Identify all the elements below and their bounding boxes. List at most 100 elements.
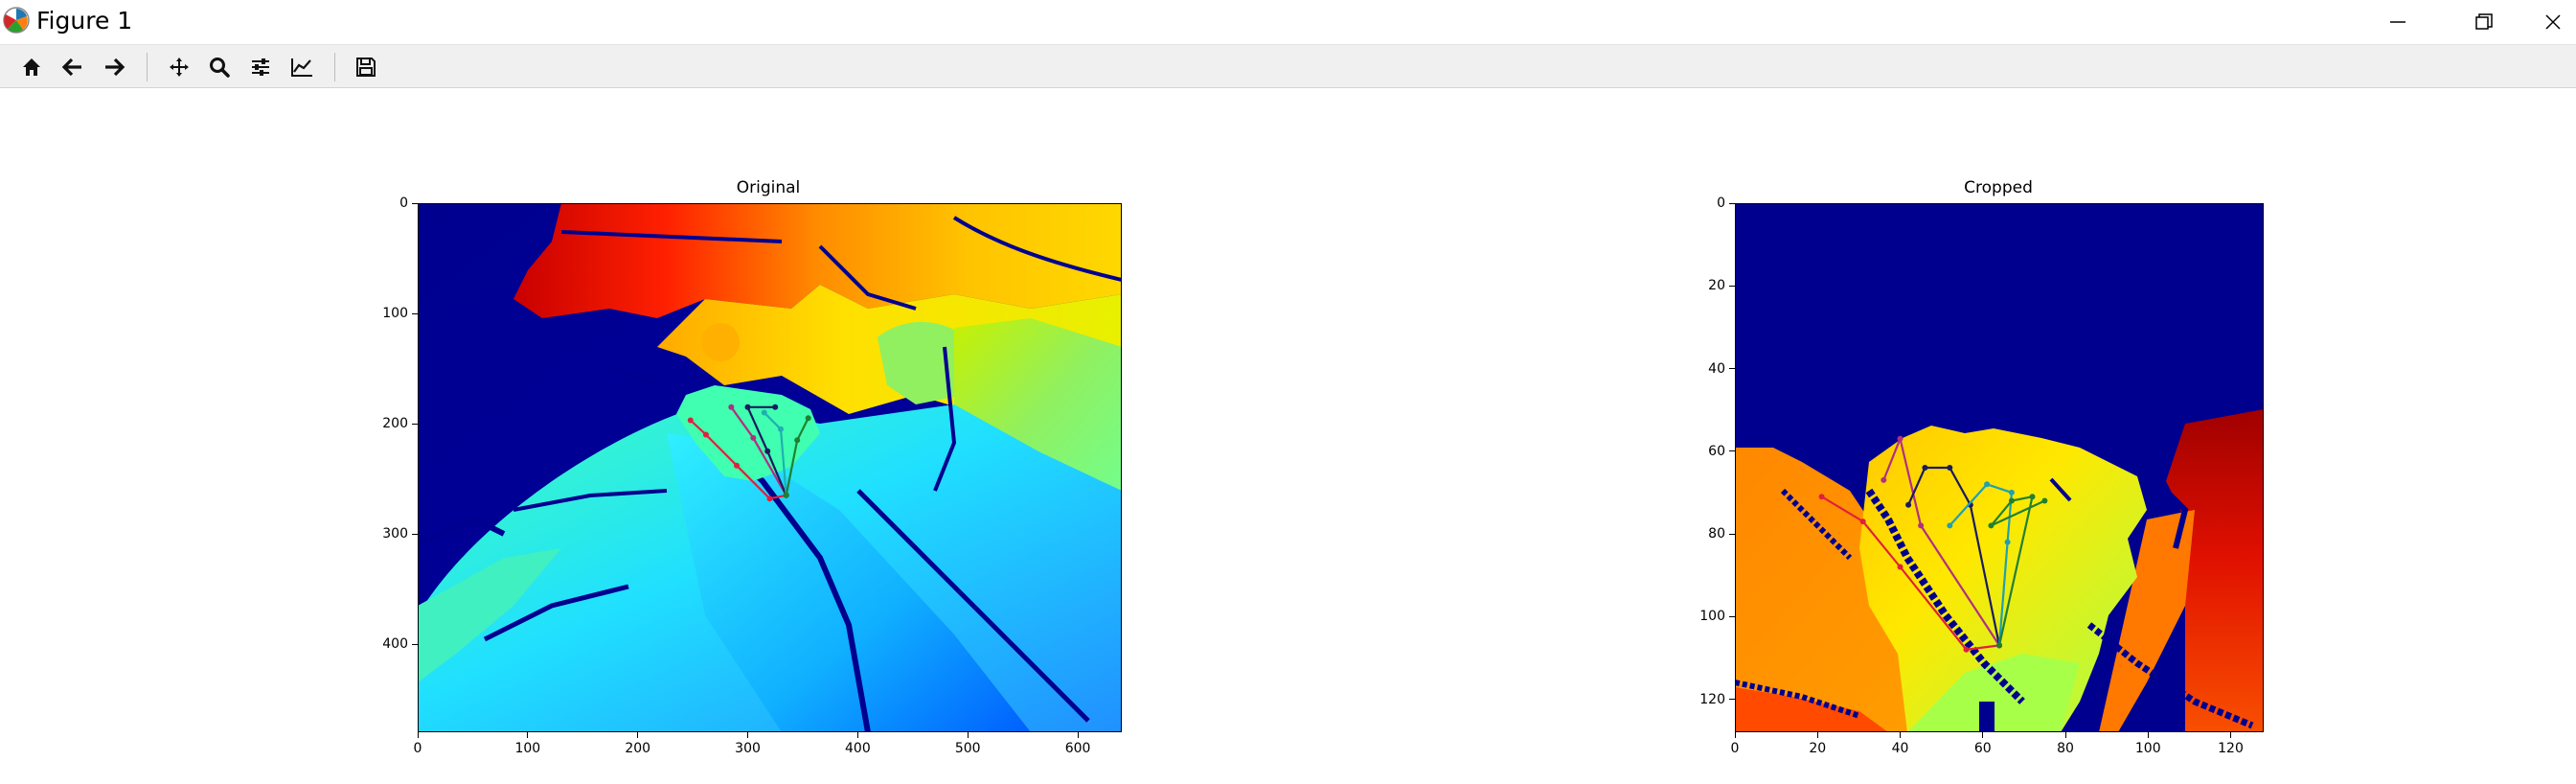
home-button[interactable]	[15, 51, 48, 83]
minimize-button[interactable]	[2357, 0, 2439, 44]
original-joint-point	[772, 404, 779, 410]
original-ytick-mark	[412, 423, 418, 425]
floppy-disk-icon	[356, 58, 376, 77]
cropped-ytick-label: 0	[1717, 196, 1725, 211]
magnifier-icon	[210, 58, 230, 78]
original-xtick-mark	[856, 732, 858, 738]
cropped-xtick-mark	[2147, 732, 2149, 738]
cropped-joint-point	[2029, 494, 2036, 500]
cropped-xtick-mark	[1982, 732, 1984, 738]
cropped-joint-point	[1859, 519, 1866, 525]
pan-button[interactable]	[163, 51, 195, 83]
cropped-ytick-mark	[1729, 450, 1735, 452]
cropped-joint-point	[1947, 465, 1953, 471]
original-joint-point	[744, 404, 751, 410]
cropped-xtick-label: 40	[1891, 741, 1909, 756]
axes-title-original: Original	[736, 178, 801, 197]
navigation-toolbar	[0, 44, 2576, 88]
original-joint-point	[766, 496, 773, 502]
cropped-joint-point	[1897, 564, 1904, 570]
cropped-ytick-mark	[1729, 699, 1735, 700]
cropped-depth-image[interactable]	[1735, 203, 2264, 732]
cropped-joint-point	[1918, 522, 1925, 529]
cropped-joint-point	[2041, 497, 2048, 504]
original-xtick-label: 200	[625, 741, 651, 756]
original-axes-frame	[418, 203, 1122, 732]
original-xtick-mark	[527, 732, 529, 738]
subplots-button[interactable]	[244, 51, 277, 83]
toolbar-separator	[147, 53, 148, 81]
original-xtick-label: 100	[514, 741, 541, 756]
cropped-joint-point	[1988, 522, 1995, 529]
original-xtick-mark	[417, 732, 419, 738]
cropped-xtick-label: 60	[1973, 741, 1992, 756]
customize-button[interactable]	[285, 51, 318, 83]
cropped-joint-point	[2004, 539, 2011, 545]
cropped-xtick-mark	[1816, 732, 1818, 738]
close-icon	[2544, 14, 2561, 30]
original-ytick-label: 300	[382, 526, 408, 542]
cropped-ytick-label: 20	[1708, 278, 1725, 294]
cropped-joint-point	[1947, 522, 1953, 529]
cropped-joint-point	[1963, 646, 1970, 653]
zoom-button[interactable]	[203, 51, 236, 83]
original-ytick-label: 400	[382, 636, 408, 652]
back-button[interactable]	[57, 51, 89, 83]
original-xtick-mark	[1077, 732, 1079, 738]
cropped-xtick-mark	[1734, 732, 1736, 738]
cropped-xtick-label: 80	[2057, 741, 2074, 756]
cropped-ytick-label: 80	[1708, 526, 1725, 542]
home-icon	[23, 58, 40, 76]
cropped-ytick-label: 100	[1699, 609, 1725, 625]
sliders-icon	[252, 58, 269, 76]
cropped-axes-frame	[1735, 203, 2264, 732]
move-icon	[170, 58, 189, 77]
cropped-joint-point	[1922, 465, 1928, 471]
original-xtick-label: 0	[413, 741, 422, 756]
close-button[interactable]	[2529, 0, 2576, 44]
cropped-joint-point	[1996, 642, 2002, 649]
cropped-ytick-mark	[1729, 533, 1735, 535]
original-joint-point	[734, 462, 740, 469]
forward-button[interactable]	[98, 51, 130, 83]
figure-canvas[interactable]: Original	[0, 88, 2576, 784]
cropped-joint-point	[2008, 497, 2015, 504]
cropped-xtick-label: 120	[2218, 741, 2244, 756]
cropped-finger-chain-1	[1882, 435, 2000, 647]
window-title: Figure 1	[36, 7, 133, 35]
cropped-xtick-mark	[1900, 732, 1901, 738]
original-xtick-label: 300	[735, 741, 761, 756]
original-ytick-mark	[412, 202, 418, 204]
cropped-joint-point	[1905, 501, 1912, 508]
toolbar-separator	[334, 53, 335, 81]
line-chart-icon	[291, 58, 312, 77]
original-ytick-mark	[412, 312, 418, 314]
arrow-left-icon	[61, 58, 81, 77]
original-xtick-mark	[747, 732, 749, 738]
restore-button[interactable]	[2443, 0, 2525, 44]
cropped-ytick-mark	[1729, 285, 1735, 287]
cropped-joint-point	[1881, 476, 1887, 483]
original-joint-point	[702, 431, 709, 438]
original-depth-image[interactable]	[418, 203, 1122, 732]
original-joint-point	[783, 492, 789, 498]
original-joint-point	[778, 426, 784, 432]
original-ytick-label: 200	[382, 416, 408, 431]
cropped-xtick-mark	[2230, 732, 2231, 738]
original-hand-skeleton	[687, 404, 811, 502]
cropped-joint-point	[1984, 481, 1991, 488]
title-bar: Figure 1	[0, 0, 2576, 44]
restore-icon	[2475, 13, 2493, 30]
original-ytick-mark	[412, 533, 418, 535]
cropped-ytick-label: 40	[1708, 360, 1725, 377]
save-button[interactable]	[350, 51, 382, 83]
original-ytick-mark	[412, 643, 418, 645]
original-ytick-label: 100	[382, 306, 408, 321]
original-joint-point	[687, 417, 694, 424]
cropped-xtick-mark	[2064, 732, 2066, 738]
original-joint-point	[764, 448, 771, 454]
original-joint-point	[728, 404, 735, 410]
cropped-ytick-label: 120	[1699, 691, 1725, 707]
axes-title-cropped: Cropped	[1964, 178, 2033, 197]
cropped-hand-skeleton	[1818, 435, 2048, 653]
